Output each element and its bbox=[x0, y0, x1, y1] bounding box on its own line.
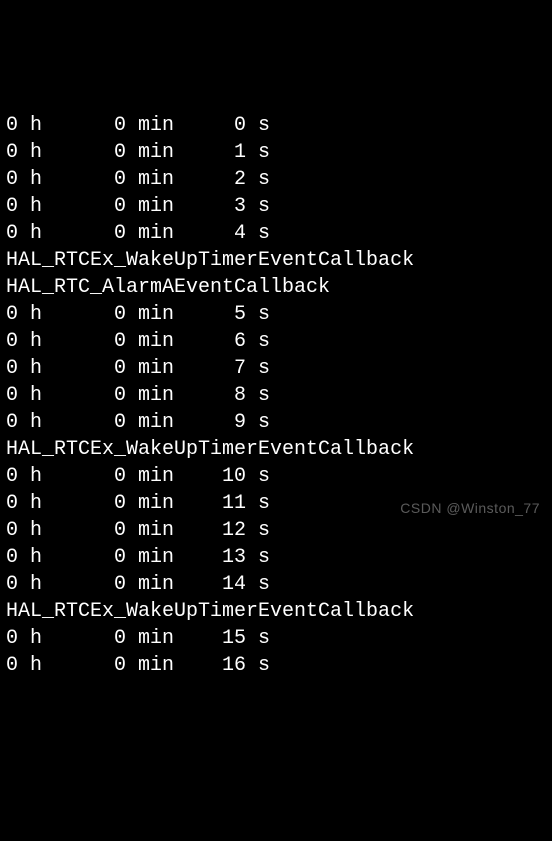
log-line-time: 0 h 0 min 9 s bbox=[6, 409, 546, 436]
log-line-message: HAL_RTCEx_WakeUpTimerEventCallback bbox=[6, 436, 546, 463]
log-line-message: HAL_RTCEx_WakeUpTimerEventCallback bbox=[6, 598, 546, 625]
log-line-message: HAL_RTCEx_WakeUpTimerEventCallback bbox=[6, 247, 546, 274]
log-line-time: 0 h 0 min 5 s bbox=[6, 301, 546, 328]
log-line-time: 0 h 0 min 0 s bbox=[6, 112, 546, 139]
log-line-time: 0 h 0 min 7 s bbox=[6, 355, 546, 382]
log-line-time: 0 h 0 min 2 s bbox=[6, 166, 546, 193]
log-line-time: 0 h 0 min 4 s bbox=[6, 220, 546, 247]
terminal-output: 0 h 0 min 0 s0 h 0 min 1 s0 h 0 min 2 s0… bbox=[6, 112, 546, 679]
log-line-time: 0 h 0 min 8 s bbox=[6, 382, 546, 409]
log-line-time: 0 h 0 min 13 s bbox=[6, 544, 546, 571]
log-line-time: 0 h 0 min 1 s bbox=[6, 139, 546, 166]
log-line-time: 0 h 0 min 3 s bbox=[6, 193, 546, 220]
log-line-time: 0 h 0 min 6 s bbox=[6, 328, 546, 355]
log-line-time: 0 h 0 min 14 s bbox=[6, 571, 546, 598]
log-line-time: 0 h 0 min 15 s bbox=[6, 625, 546, 652]
log-line-time: 0 h 0 min 11 s bbox=[6, 490, 546, 517]
log-line-message: HAL_RTC_AlarmAEventCallback bbox=[6, 274, 546, 301]
log-line-time: 0 h 0 min 16 s bbox=[6, 652, 546, 679]
log-line-time: 0 h 0 min 12 s bbox=[6, 517, 546, 544]
log-line-time: 0 h 0 min 10 s bbox=[6, 463, 546, 490]
